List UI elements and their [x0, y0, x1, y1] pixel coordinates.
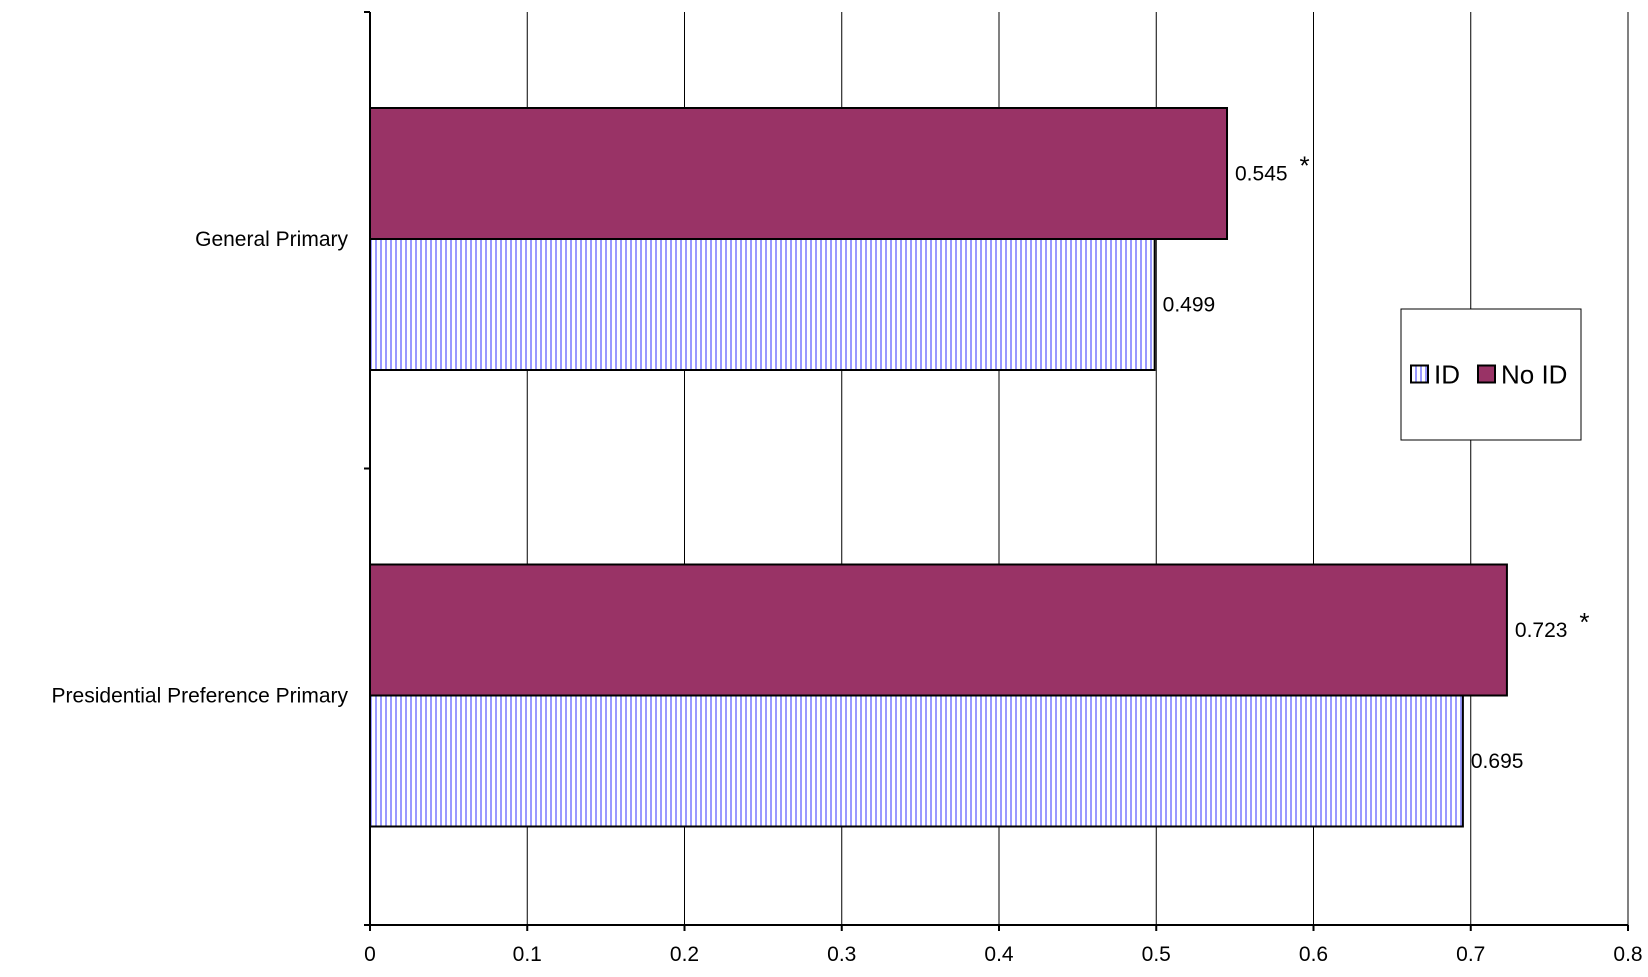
significance-marker: * [1300, 151, 1310, 181]
axis-layer [364, 11, 1629, 931]
bar-id [369, 238, 1156, 371]
x-tick-label: 0.4 [984, 943, 1014, 966]
legend-label: No ID [1501, 360, 1567, 390]
data-label: 0.499 [1163, 294, 1216, 317]
x-tick-label: 0.2 [670, 943, 699, 966]
legend-swatch-no-id [1477, 364, 1496, 384]
legend-swatch-id [1410, 364, 1429, 384]
x-tick-label: 0.8 [1613, 943, 1642, 966]
category-label: General Primary [195, 228, 348, 251]
legend-label: ID [1434, 360, 1460, 390]
data-label: 0.723 [1515, 619, 1568, 642]
bar-no-id [369, 563, 1508, 697]
data-label: 0.695 [1471, 750, 1524, 773]
significance-marker: * [1579, 607, 1589, 637]
legend: ID No ID [1400, 308, 1582, 441]
x-tick-label: 0.7 [1456, 943, 1485, 966]
category-label: Presidential Preference Primary [52, 685, 349, 708]
bar-id [369, 694, 1464, 828]
labels-layer: 0.545 * 0.499 General Primary 0.723 * 0.695 Pre… [52, 151, 1643, 967]
bar-no-id [369, 107, 1229, 240]
x-tick-label: 0.1 [513, 943, 542, 966]
data-label: 0.545 [1235, 163, 1288, 186]
x-tick-label: 0.3 [827, 943, 856, 966]
x-tick-label: 0.6 [1299, 943, 1328, 966]
x-tick-label: 0 [364, 943, 376, 966]
x-tick-label: 0.5 [1142, 943, 1171, 966]
bars-layer [369, 107, 1508, 828]
